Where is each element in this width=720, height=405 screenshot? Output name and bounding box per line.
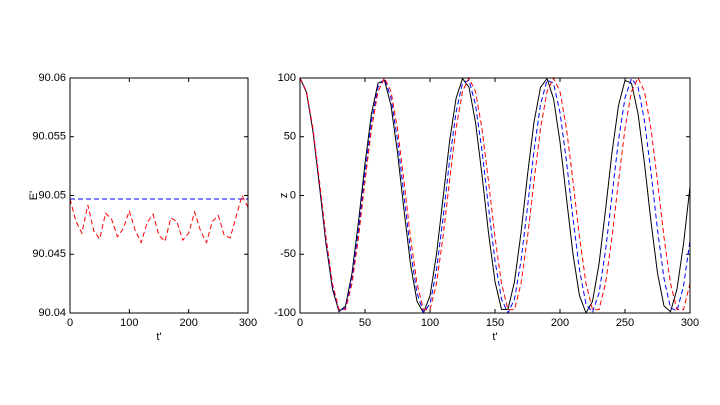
y-tick-label: 90.06 xyxy=(38,72,66,84)
x-tick-label: 100 xyxy=(120,317,138,329)
plot-area xyxy=(70,78,248,313)
x-tick-label: 200 xyxy=(551,317,569,329)
x-tick-label: 0 xyxy=(67,317,73,329)
x-tick-label: 100 xyxy=(421,317,439,329)
x-axis-label: t' xyxy=(492,331,497,343)
plot-area xyxy=(300,78,690,313)
y-tick-label: 100 xyxy=(278,72,296,84)
y-tick-label: 0 xyxy=(290,189,296,201)
x-tick-label: 200 xyxy=(179,317,197,329)
y-tick-label: 50 xyxy=(284,131,296,143)
y-axis-label: E' xyxy=(28,191,40,200)
data-line xyxy=(299,77,691,315)
y-tick-label: -50 xyxy=(280,248,296,260)
x-tick-label: 250 xyxy=(616,317,634,329)
x-tick-label: 150 xyxy=(486,317,504,329)
data-line xyxy=(299,77,691,315)
x-tick-label: 50 xyxy=(359,317,371,329)
x-tick-label: 0 xyxy=(297,317,303,329)
y-axis-label: z xyxy=(278,193,290,199)
y-tick-label: 90.055 xyxy=(32,131,66,143)
x-tick-label: 300 xyxy=(239,317,257,329)
y-tick-label: 90.05 xyxy=(38,189,66,201)
y-tick-label: 90.04 xyxy=(38,307,66,319)
plot-frame xyxy=(299,77,691,314)
y-tick-label: -100 xyxy=(274,307,296,319)
x-axis-label: t' xyxy=(156,331,161,343)
y-tick-label: 90.045 xyxy=(32,248,66,260)
data-line xyxy=(299,76,691,311)
x-tick-label: 300 xyxy=(681,317,699,329)
plot-frame xyxy=(69,77,249,314)
data-line xyxy=(69,194,249,244)
